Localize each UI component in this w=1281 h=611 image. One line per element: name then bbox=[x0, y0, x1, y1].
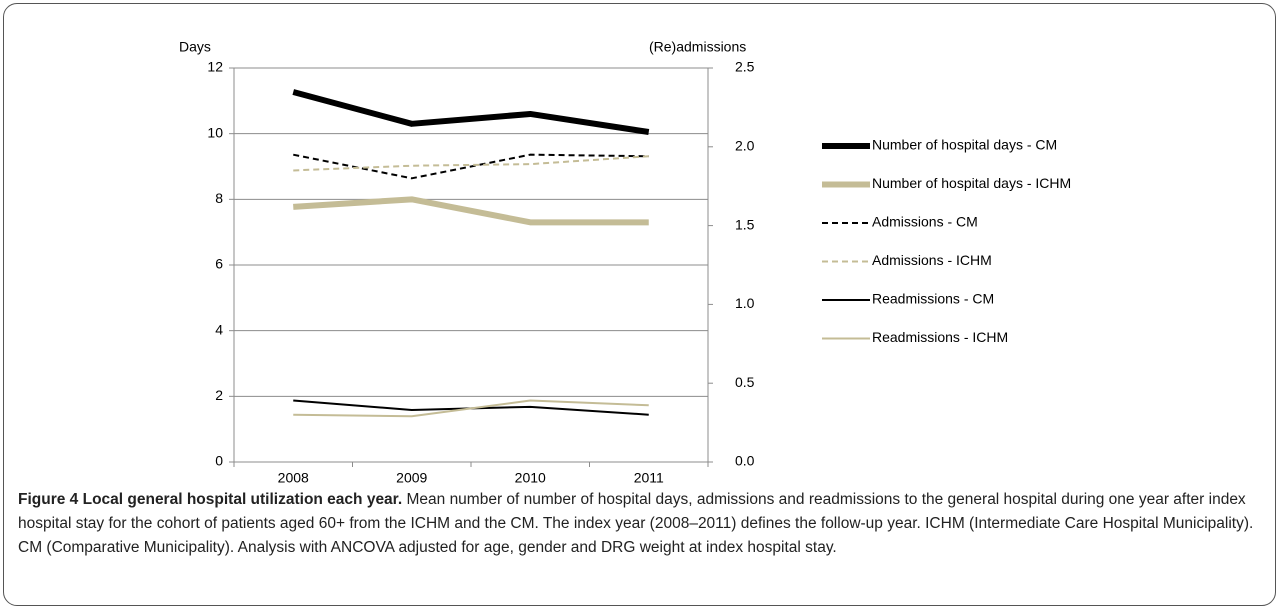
y-tick-label: 10 bbox=[207, 124, 223, 140]
figure: Days (Re)admissions 0 2 4 6 8 10 12 0.0 0.5 1.0 1.… bbox=[3, 3, 1276, 606]
y2-tick-label: 2.5 bbox=[735, 59, 755, 75]
y2-tick-label: 2.0 bbox=[735, 138, 755, 154]
caption-title: Figure 4 Local general hospital utilizat… bbox=[18, 491, 403, 508]
series-line bbox=[293, 153, 649, 180]
legend-label: Admissions - ICHM bbox=[872, 252, 992, 268]
y2-axis-title: (Re)admissions bbox=[649, 39, 746, 55]
y2-tick-label: 0.5 bbox=[735, 374, 755, 390]
chart: Days (Re)admissions 0 2 4 6 8 10 12 0.0 0.5 1.0 1.… bbox=[179, 39, 1071, 484]
x-tick-label: 2011 bbox=[634, 470, 664, 484]
y-tick-label: 6 bbox=[215, 256, 223, 272]
x-tick-label: 2009 bbox=[396, 470, 427, 484]
series-line bbox=[293, 196, 649, 226]
y-axis-title: Days bbox=[179, 39, 211, 55]
legend-label: Number of hospital days - ICHM bbox=[872, 175, 1071, 191]
legend-label: Admissions - CM bbox=[872, 214, 978, 230]
legend-label: Readmissions - CM bbox=[872, 291, 994, 307]
y-tick-label: 12 bbox=[207, 59, 223, 75]
y2-tick-label: 0.0 bbox=[735, 453, 755, 469]
y-tick-label: 4 bbox=[215, 321, 223, 337]
legend-label: Readmissions - ICHM bbox=[872, 329, 1008, 345]
x-tick-label: 2010 bbox=[515, 470, 546, 484]
y-tick-label: 2 bbox=[215, 387, 223, 403]
series-line bbox=[293, 399, 649, 418]
y-tick-label: 8 bbox=[215, 190, 223, 206]
y2-tick-label: 1.0 bbox=[735, 295, 755, 311]
y-tick-label: 0 bbox=[215, 453, 223, 469]
series-line bbox=[293, 155, 649, 172]
y2-tick-label: 1.5 bbox=[735, 216, 755, 232]
x-tick-label: 2008 bbox=[278, 470, 309, 484]
series-line bbox=[292, 89, 650, 135]
caption-text: Mean number of number of hospital days, … bbox=[18, 491, 1254, 556]
legend-label: Number of hospital days - CM bbox=[872, 137, 1057, 153]
caption: Figure 4 Local general hospital utilizat… bbox=[18, 488, 1263, 560]
